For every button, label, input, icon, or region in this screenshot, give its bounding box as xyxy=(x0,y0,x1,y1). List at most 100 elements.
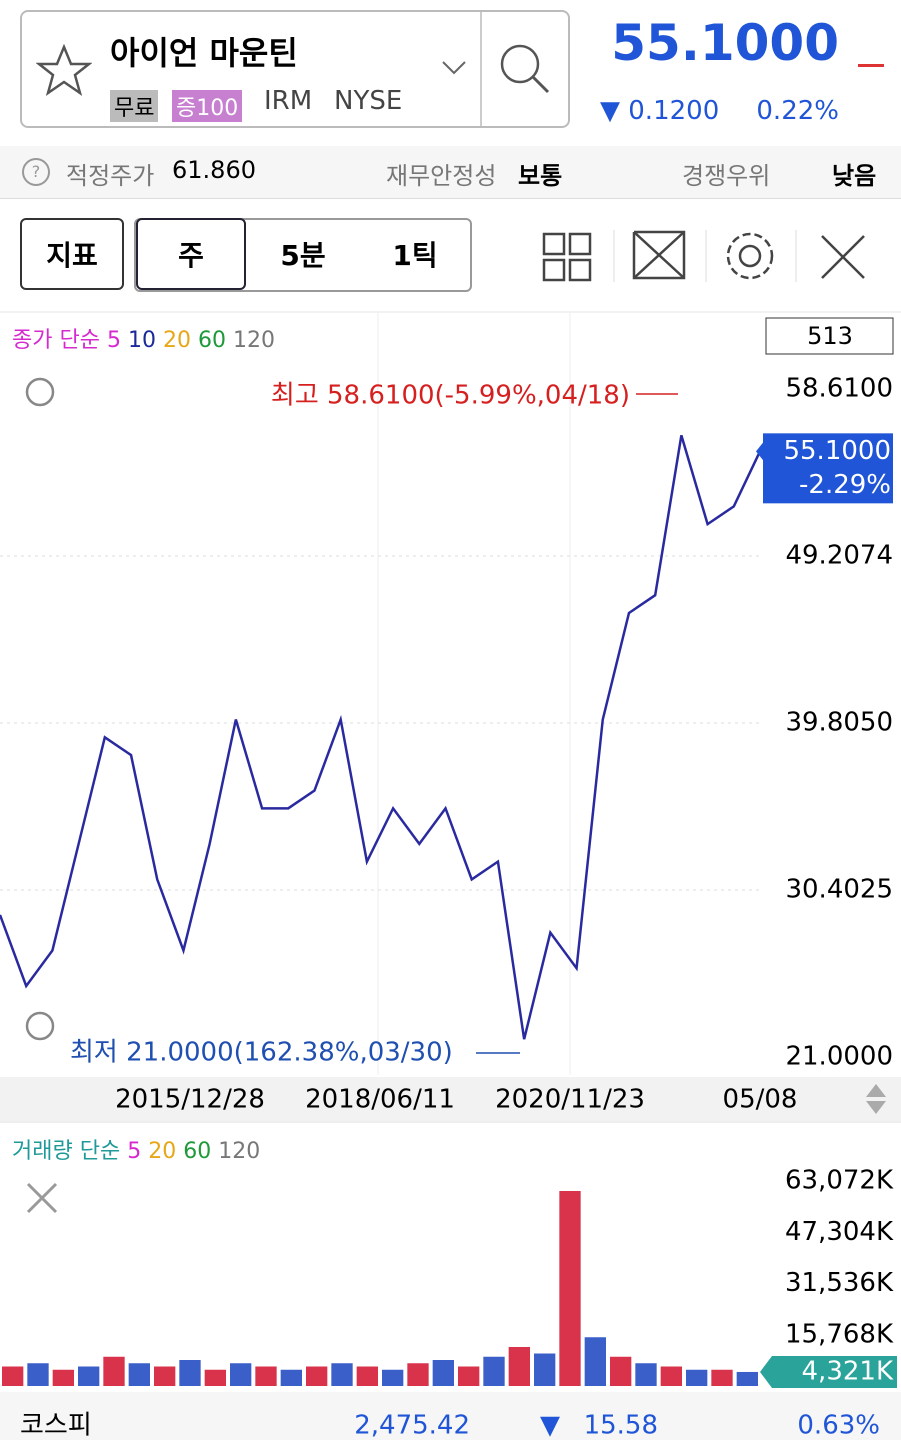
competitive-value: 낮음 xyxy=(832,162,877,190)
price: 55.1000 xyxy=(611,14,839,72)
y-tick-label: 39.8050 xyxy=(785,708,893,738)
y-tick-label: 49.2074 xyxy=(785,541,893,571)
change-pct: 0.22% xyxy=(756,96,839,126)
x-tick-label: 2015/12/28 xyxy=(115,1085,265,1115)
stability-value: 보통 xyxy=(518,162,563,190)
legend: 거래량 단순 5 20 60 120 xyxy=(12,1139,260,1164)
search-box[interactable] xyxy=(20,10,570,128)
volume-bar xyxy=(559,1190,581,1386)
volume-bar xyxy=(432,1359,454,1386)
dropdown-icon[interactable] xyxy=(440,58,468,78)
legend-space xyxy=(121,328,128,353)
market-name: 코스피 xyxy=(20,1411,92,1440)
volume-bar xyxy=(52,1369,74,1386)
help-icon[interactable]: ? xyxy=(22,158,50,186)
volume-bar xyxy=(356,1366,378,1386)
volume-bar xyxy=(154,1366,176,1386)
legend-space xyxy=(141,1139,148,1164)
ticker: IRM xyxy=(264,86,313,116)
volume-bar xyxy=(407,1363,429,1386)
legend-entry: 10 xyxy=(128,328,156,353)
volume-bar xyxy=(27,1363,49,1386)
badge: 증100 xyxy=(172,90,243,122)
volume-bar xyxy=(483,1356,505,1386)
y-tick-label: 47,304K xyxy=(785,1217,894,1247)
price-marker xyxy=(858,64,884,67)
zoom-out[interactable] xyxy=(25,1011,55,1041)
volume-bar xyxy=(686,1369,708,1386)
period-button[interactable]: 5분 xyxy=(280,239,326,272)
x-axis-bar xyxy=(0,1077,901,1121)
volume-bar xyxy=(458,1366,480,1386)
y-tick-label: 30.4025 xyxy=(785,875,893,905)
stability-label: 재무안정성 xyxy=(386,162,497,190)
current-change: -2.29% xyxy=(799,470,891,500)
x-tick-label: 2020/11/23 xyxy=(495,1085,645,1115)
current-volume-box xyxy=(760,1355,897,1388)
legend-entry: 20 xyxy=(148,1139,176,1164)
legend-title: 종가 단순 xyxy=(12,328,100,353)
legend-space xyxy=(100,328,107,353)
stock-name: 아이언 마운틴 xyxy=(110,34,298,72)
volume-bar xyxy=(610,1356,632,1386)
period-button[interactable]: 주 xyxy=(136,218,246,290)
legend-entry: 20 xyxy=(163,328,191,353)
fair-label: 적정주가 xyxy=(66,162,155,190)
change: ▼ 0.1200 xyxy=(600,96,720,126)
price-line xyxy=(0,435,762,1040)
period-group xyxy=(134,218,472,292)
y-tick-label: 31,536K xyxy=(785,1268,894,1298)
close-volume[interactable] xyxy=(26,1182,58,1214)
count: 513 xyxy=(807,322,853,350)
current-price-box xyxy=(763,433,893,504)
volume-bar xyxy=(78,1366,100,1386)
search-icon[interactable] xyxy=(498,42,554,94)
period-button[interactable]: 1틱 xyxy=(392,239,438,272)
volume-bar xyxy=(306,1366,328,1386)
volume-bar xyxy=(635,1363,657,1386)
legend-entry: 60 xyxy=(198,328,226,353)
volume-bar xyxy=(584,1337,606,1386)
exchange: NYSE xyxy=(334,86,403,116)
volume-bar xyxy=(204,1369,226,1386)
legend: 종가 단순 5 10 20 60 120 xyxy=(12,328,275,353)
legend-space xyxy=(211,1139,218,1164)
volume-bar xyxy=(128,1363,150,1386)
high-note: 최고 58.6100(-5.99%,04/18) xyxy=(271,381,630,411)
y-tick-label: 21.0000 xyxy=(785,1042,893,1072)
volume-bar xyxy=(255,1366,277,1386)
current-volume: 4,321K xyxy=(802,1356,894,1386)
legend-entry: 120 xyxy=(233,328,275,353)
volume-bar xyxy=(711,1369,733,1386)
legend-space xyxy=(226,328,233,353)
info-bar xyxy=(0,146,901,199)
x-tick-label: 05/08 xyxy=(723,1085,798,1115)
count-box xyxy=(765,317,894,355)
low-note: 최저 21.0000(162.38%,03/30) xyxy=(70,1038,453,1068)
current-price-pointer xyxy=(756,441,764,462)
legend-space xyxy=(120,1139,127,1164)
market-change-value: 15.58 xyxy=(584,1411,658,1440)
x-tick-label: 2018/06/11 xyxy=(305,1085,455,1115)
change-value: 0.1200 xyxy=(628,96,720,126)
market-value: 2,475.42 xyxy=(354,1411,470,1440)
legend-space xyxy=(176,1139,183,1164)
zoom-in[interactable] xyxy=(25,377,55,407)
badge: 무료 xyxy=(110,90,159,122)
indicator-button[interactable]: 지표 xyxy=(20,218,124,290)
star-icon[interactable] xyxy=(36,44,92,96)
toolbar-icons[interactable] xyxy=(530,222,890,288)
volume-bar xyxy=(736,1371,758,1386)
market-bar xyxy=(0,1392,901,1440)
y-tick-label: 63,072K xyxy=(785,1166,894,1196)
volume-bar xyxy=(2,1366,24,1386)
legend-space xyxy=(156,328,163,353)
volume-bar xyxy=(230,1363,252,1386)
y-tick-label: 15,768K xyxy=(785,1319,894,1349)
volume-bar xyxy=(331,1363,353,1386)
volume-bar xyxy=(103,1356,125,1386)
legend-entry: 60 xyxy=(183,1139,211,1164)
legend-entry: 120 xyxy=(218,1139,260,1164)
